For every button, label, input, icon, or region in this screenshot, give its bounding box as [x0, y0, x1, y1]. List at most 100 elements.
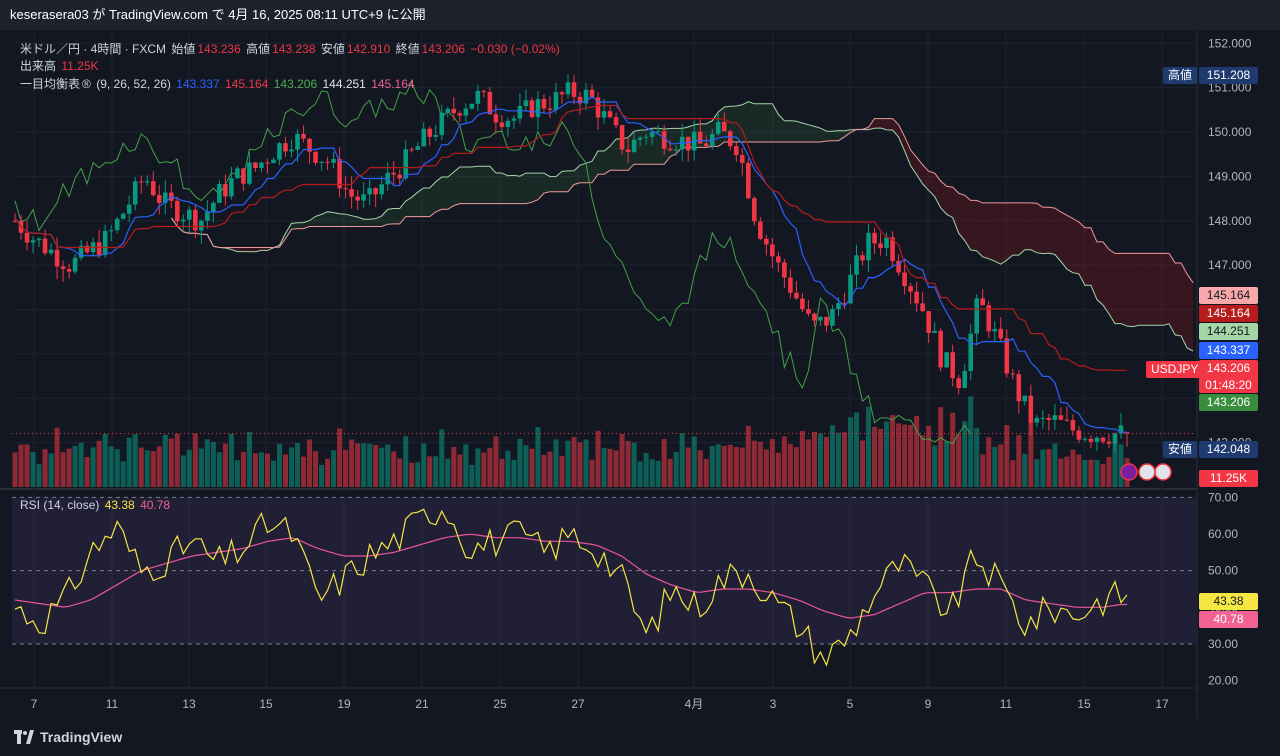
price-tag-2: 145.164: [1199, 305, 1258, 322]
cloud-segment: [964, 195, 971, 251]
candle-body: [433, 134, 439, 137]
volume-bar: [54, 427, 60, 487]
candle-body: [349, 189, 354, 197]
cloud-segment: [1096, 241, 1103, 306]
volume-bar: [385, 444, 391, 487]
candle-body: [301, 133, 306, 139]
candle-body: [619, 125, 625, 150]
candle-body: [78, 245, 84, 258]
volume-bar: [998, 444, 1004, 487]
candle-body: [253, 162, 258, 168]
candle-body: [60, 266, 66, 270]
candle-body: [12, 220, 18, 222]
candle-body: [511, 118, 517, 121]
cloud-segment: [327, 211, 334, 227]
volume-bar: [114, 449, 120, 487]
price-tick-label: 147.000: [1208, 258, 1252, 272]
rsi-line: [14, 508, 1128, 667]
publish-header: keserasera03 が TradingView.com で 4月 16, …: [0, 0, 1280, 30]
volume-bar: [896, 423, 902, 487]
volume-bar: [950, 412, 956, 487]
volume-bar: [1064, 456, 1070, 487]
candle-body: [818, 316, 823, 321]
cloud-segment: [976, 200, 983, 257]
candle-body: [217, 184, 222, 203]
ichimoku-legend[interactable]: 一目均衡表 ® (9, 26, 52, 26) 143.337 145.164 1…: [20, 75, 417, 92]
cloud-segment: [610, 139, 617, 171]
candle-body: [625, 149, 631, 153]
price-tick-label: 152.000: [1208, 36, 1252, 50]
tradingview-logo[interactable]: TradingView: [14, 729, 122, 745]
candle-body: [565, 82, 571, 95]
candle-body: [1112, 433, 1118, 444]
cloud-segment: [1072, 218, 1079, 274]
volume-bar: [162, 434, 168, 487]
candle-body: [361, 194, 366, 201]
cloud-segment: [1060, 212, 1067, 270]
candle-body: [884, 237, 889, 248]
candle-body: [193, 209, 198, 231]
cloud-segment: [1006, 202, 1013, 261]
cloud-segment: [1108, 249, 1115, 324]
volume-bar: [1040, 449, 1046, 487]
price-legend[interactable]: 米ドル／円 · 4時間 · FXCM 始値 143.236 高値 143.238 安…: [20, 40, 562, 57]
candle-body: [541, 99, 547, 109]
volume-bar: [968, 396, 974, 487]
volume-bar: [42, 449, 48, 487]
candle-body: [571, 82, 577, 97]
cloud-segment: [507, 175, 514, 204]
cloud-segment: [1018, 202, 1025, 256]
cloud-segment: [519, 173, 526, 204]
ichimoku-cloud: [171, 101, 1194, 351]
volume-bar: [258, 452, 264, 487]
candle-body: [643, 136, 649, 138]
volume-bar: [246, 431, 252, 487]
cloud-segment: [1139, 253, 1146, 326]
volume-bar: [1118, 444, 1124, 487]
candle-body: [1070, 420, 1076, 431]
volume-bar: [799, 431, 805, 487]
volume-bar: [493, 436, 499, 487]
candle-body: [102, 230, 108, 255]
tenkan-sen-line: [14, 95, 1127, 433]
volume-bar: [234, 460, 240, 487]
candle-body: [499, 122, 505, 127]
cloud-segment: [742, 101, 749, 143]
candle-body: [1052, 415, 1058, 420]
candle-body: [1022, 395, 1028, 402]
chikou-value: 143.206: [273, 77, 318, 91]
high-tag-label: 高値: [1163, 67, 1198, 84]
candle-body: [926, 311, 931, 333]
cloud-segment: [892, 118, 899, 137]
cloud-segment: [291, 222, 298, 230]
candle-body: [764, 238, 769, 245]
time-tick-label: 21: [415, 697, 429, 711]
candle-body: [30, 240, 36, 243]
candle-body: [451, 108, 457, 114]
candle-body: [517, 106, 523, 119]
volume-bar: [294, 442, 301, 487]
volume-bar: [974, 427, 980, 487]
volume-bar: [673, 451, 679, 487]
rsi-legend[interactable]: RSI (14, close) 43.38 40.78: [20, 498, 172, 512]
volume-bar: [920, 435, 926, 487]
symbol-tag: USDJPY: [1146, 361, 1204, 378]
cloud-segment: [886, 118, 893, 130]
volume-bar: [421, 443, 427, 487]
cloud-segment: [808, 124, 815, 143]
cloud-segment: [802, 123, 809, 143]
volume-legend[interactable]: 出来高 11.25K: [20, 57, 101, 74]
volume-bar: [769, 438, 775, 487]
candle-body: [595, 97, 601, 118]
cloud-segment: [922, 164, 929, 191]
volume-bar: [415, 462, 421, 487]
candle-body: [1046, 417, 1052, 420]
volume-bar: [577, 442, 583, 487]
cloud-segment: [453, 166, 460, 206]
volume-bar: [168, 438, 174, 487]
candle-body: [601, 111, 607, 118]
candle-body: [703, 143, 709, 147]
time-tick-label: 11: [1000, 697, 1013, 711]
candle-body: [649, 132, 655, 137]
